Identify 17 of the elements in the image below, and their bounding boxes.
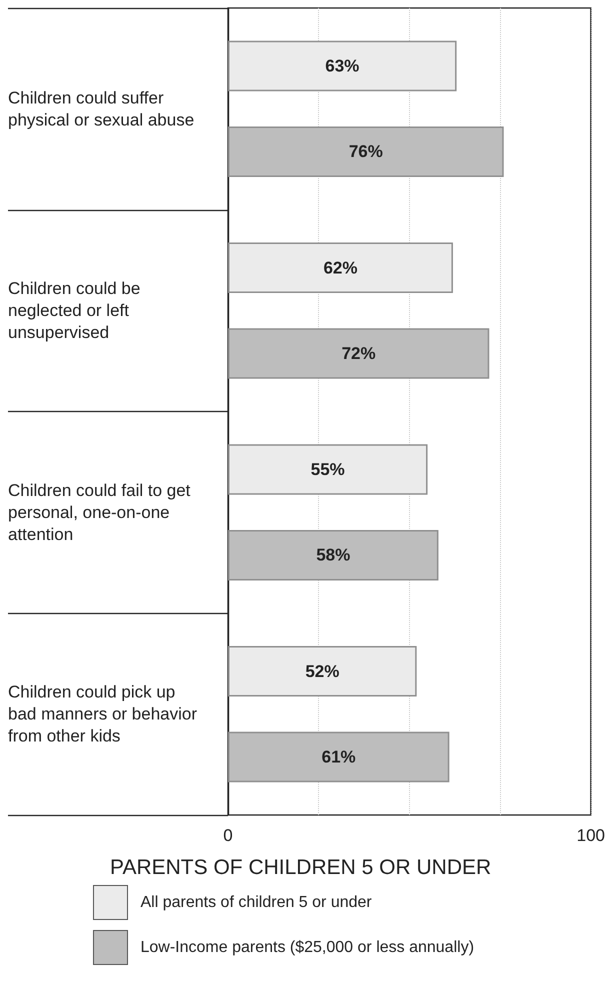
x-axis-title: PARENTS OF CHILDREN 5 OR UNDER (110, 856, 492, 879)
data-label: 62% (323, 258, 358, 278)
x-tick-label: 0 (223, 826, 233, 845)
legend-label: All parents of children 5 or under (140, 894, 372, 911)
data-label: 63% (325, 56, 360, 76)
y-tick-label: Children could be neglected or left unsupervised (8, 279, 146, 342)
data-label: 76% (348, 142, 383, 162)
data-label: 72% (342, 344, 376, 363)
y-tick-label: Children could fail to get personal, one-on-one attention (8, 480, 196, 544)
x-tick-label: 100 (576, 826, 606, 845)
y-tick-label: Children could pick up bad manners or behavior from other kids (8, 682, 202, 746)
data-label: 55% (310, 460, 345, 480)
data-label: 52% (305, 662, 340, 681)
legend-label: Low-Income parents ($25,000 or less annually) (140, 939, 474, 956)
data-label: 58% (316, 546, 350, 565)
y-tick-label: Children could suffer physical or sexual abuse (8, 88, 194, 130)
data-label: 61% (322, 747, 356, 766)
